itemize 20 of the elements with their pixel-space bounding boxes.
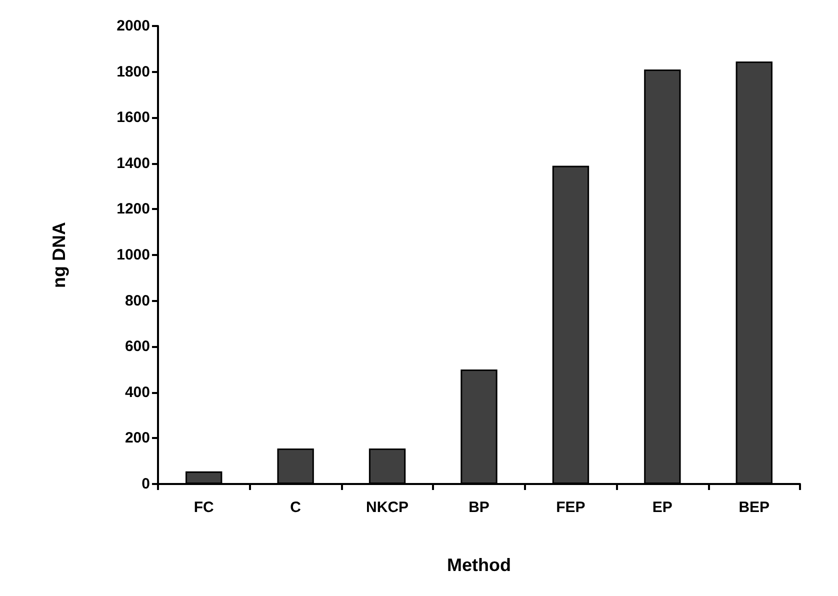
x-tick-label: C [290, 499, 302, 516]
y-tick-label: 800 [124, 292, 150, 310]
y-tick-label: 1600 [116, 109, 150, 126]
x-tick-label: NKCP [366, 499, 409, 516]
y-tick-label: 1200 [116, 200, 150, 218]
x-tick-label: BP [468, 499, 490, 516]
y-tick-label: 1000 [116, 246, 150, 264]
x-tick-label: FC [194, 499, 214, 516]
y-tick-label: 600 [124, 338, 150, 356]
y-axis-title: ng DNA [49, 222, 69, 288]
y-tick-label: 1400 [116, 154, 150, 172]
y-tick-label: 1800 [116, 63, 150, 80]
y-tick-label: 400 [124, 384, 150, 401]
x-axis-title: Method [447, 555, 511, 575]
x-tick-label: BEP [738, 499, 770, 516]
y-tick-label: 2000 [116, 18, 150, 34]
y-tick-label: 0 [142, 476, 150, 492]
x-tick-label: FEP [556, 499, 586, 516]
y-tick-label: 200 [124, 430, 150, 447]
x-tick-label: EP [652, 499, 672, 516]
